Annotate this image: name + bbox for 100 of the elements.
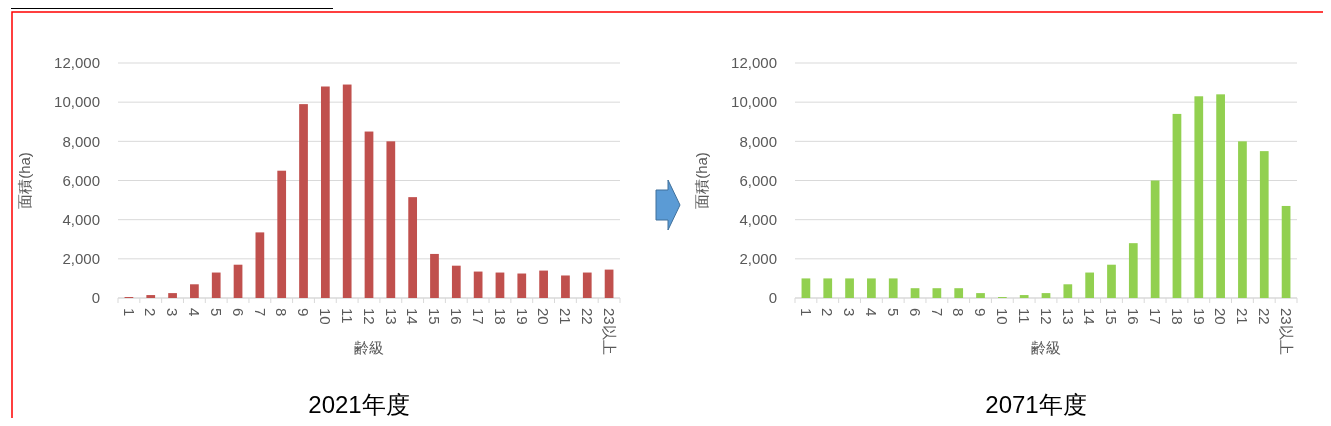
- x-tick-label: 2: [142, 308, 160, 317]
- bar: [823, 278, 833, 298]
- bar: [801, 278, 811, 298]
- x-tick-label: 22: [579, 308, 597, 325]
- bar: [451, 265, 461, 298]
- x-tick-label: 17: [1146, 308, 1164, 325]
- x-tick-label: 20: [1212, 308, 1230, 325]
- bar: [1281, 205, 1291, 298]
- y-tick-label: 2,000: [739, 250, 777, 268]
- bar: [386, 141, 396, 298]
- bar: [255, 232, 265, 298]
- bar: [146, 295, 156, 298]
- x-tick-label: 18: [491, 308, 509, 325]
- x-tick-label: 7: [928, 308, 946, 317]
- x-tick-label: 13: [1059, 308, 1077, 325]
- bar: [1063, 284, 1073, 298]
- bar: [430, 253, 439, 298]
- x-tick-label: 12: [1037, 308, 1055, 325]
- y-tick-label: 0: [768, 289, 777, 307]
- bar: [888, 278, 898, 298]
- x-tick-label: 23以上: [600, 308, 618, 355]
- bar: [910, 288, 920, 298]
- x-tick-label: 19: [513, 308, 531, 325]
- bar: [517, 273, 527, 298]
- text: 2021年度: [308, 391, 410, 418]
- x-tick-label: 10: [994, 308, 1012, 325]
- bar: [190, 284, 199, 298]
- y-tick-label: 10,000: [54, 93, 100, 111]
- bar: [954, 288, 964, 298]
- x-tick-label: 1: [797, 308, 815, 317]
- y-tick-label: 6,000: [62, 171, 100, 189]
- x-tick-label: 1: [120, 308, 138, 317]
- bar: [408, 197, 418, 298]
- x-tick-label: 19: [1190, 308, 1208, 325]
- bar: [582, 272, 592, 298]
- x-tick-label: 16: [1125, 308, 1143, 325]
- x-tick-label: 15: [426, 308, 444, 325]
- x-tick-label: 9: [295, 308, 313, 317]
- bar: [211, 272, 221, 298]
- bar: [364, 131, 374, 298]
- y-tick-label: 6,000: [739, 171, 777, 189]
- x-tick-label: 5: [884, 308, 902, 317]
- x-tick-label: 12: [360, 308, 378, 325]
- bar: [845, 278, 854, 298]
- y-tick-label: 12,000: [54, 54, 100, 72]
- x-tick-label: 20: [535, 308, 553, 325]
- x-tick-label: 18: [1168, 308, 1186, 325]
- bar: [1128, 243, 1138, 298]
- bar: [932, 288, 942, 298]
- bar: [277, 170, 287, 298]
- x-tick-label: 9: [972, 308, 990, 317]
- x-tick-label: 23以上: [1277, 308, 1295, 355]
- x-tick-label: 8: [950, 308, 968, 317]
- x-tick-label: 2: [819, 308, 837, 317]
- text: 2071年度: [985, 391, 1087, 418]
- x-tick-label: 21: [557, 308, 575, 325]
- bar: [1019, 295, 1029, 298]
- x-tick-label: 3: [164, 308, 182, 317]
- x-tick-label: 15: [1103, 308, 1121, 325]
- x-axis-title: 齢級: [354, 339, 384, 356]
- bar: [1041, 293, 1051, 298]
- x-tick-label: 6: [229, 308, 247, 317]
- y-axis-title: 面積(ha): [16, 152, 34, 209]
- bar: [539, 270, 548, 298]
- bar: [299, 104, 308, 298]
- x-tick-label: 11: [338, 308, 356, 324]
- y-tick-label: 8,000: [62, 132, 100, 150]
- y-tick-label: 4,000: [62, 210, 100, 228]
- x-tick-label: 14: [404, 308, 422, 325]
- y-tick-label: 12,000: [731, 54, 777, 72]
- x-tick-label: 11: [1015, 308, 1033, 324]
- bar: [342, 84, 352, 298]
- bar: [1194, 96, 1204, 298]
- bar: [604, 269, 614, 298]
- x-tick-label: 14: [1081, 308, 1099, 325]
- bar: [320, 86, 330, 298]
- x-tick-label: 16: [448, 308, 466, 325]
- x-tick-label: 13: [382, 308, 400, 325]
- bar: [1172, 113, 1182, 298]
- x-axis-title: 齢級: [1031, 339, 1061, 356]
- x-tick-label: 10: [317, 308, 335, 325]
- y-tick-label: 2,000: [62, 250, 100, 268]
- bar: [1107, 264, 1116, 298]
- y-tick-label: 0: [91, 289, 100, 307]
- x-tick-label: 7: [251, 308, 269, 317]
- bar: [1085, 272, 1095, 298]
- bar: [1259, 151, 1269, 298]
- bar: [1150, 180, 1160, 298]
- bar: [561, 275, 570, 298]
- x-tick-label: 8: [273, 308, 291, 317]
- bar: [233, 264, 243, 298]
- x-tick-label: 5: [207, 308, 225, 317]
- bar: [495, 272, 505, 298]
- x-tick-label: 4: [863, 308, 881, 317]
- x-tick-label: 22: [1256, 308, 1274, 325]
- x-tick-label: 4: [186, 308, 204, 317]
- bar: [1238, 141, 1247, 298]
- x-tick-label: 17: [469, 308, 487, 325]
- bar: [168, 293, 177, 298]
- y-tick-label: 10,000: [731, 93, 777, 111]
